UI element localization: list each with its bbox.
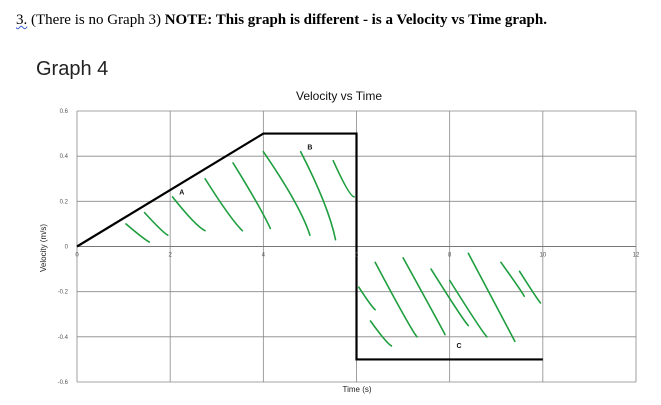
- x-tick-label: 10: [539, 253, 546, 259]
- chart-title: Velocity vs Time: [296, 89, 382, 103]
- shading-stroke: [299, 150, 337, 241]
- x-tick-label: 8: [448, 253, 452, 259]
- shading-stroke: [500, 261, 525, 297]
- y-axis-title: Velocity (m/s): [39, 224, 48, 272]
- question-note-bold: NOTE: This graph is different - is a Vel…: [164, 12, 547, 28]
- shading-stroke: [358, 286, 376, 311]
- y-tick-label: -0.2: [58, 290, 69, 296]
- shading-stroke: [262, 150, 311, 237]
- y-tick-label: -0.4: [58, 335, 69, 341]
- y-tick-label: 0.2: [60, 199, 69, 205]
- x-tick-label: 12: [633, 253, 640, 259]
- shading-stroke: [402, 256, 446, 336]
- shading-stroke: [518, 270, 542, 304]
- graph-heading: Graph 4: [36, 58, 109, 80]
- y-tick-label: 0.4: [60, 154, 69, 160]
- shading-stroke: [369, 320, 393, 347]
- shading-stroke: [232, 162, 272, 230]
- shading-stroke: [143, 211, 169, 237]
- area-label-a: A: [179, 190, 184, 197]
- question-note-plain: (There is no Graph 3): [27, 12, 165, 28]
- y-tick-label: -0.6: [58, 380, 69, 386]
- area-label-c: C: [456, 343, 461, 350]
- shading-stroke: [448, 279, 488, 338]
- chart-labels: 0.6 0.4 0.2 0 -0.2 -0.4 -0.6 0 2 4 6 8 10 12 A B C: [58, 109, 640, 386]
- area-label-b: B: [307, 144, 312, 151]
- x-tick-label: 4: [262, 253, 266, 259]
- shading-stroke: [204, 177, 244, 232]
- y-tick-label: 0: [65, 245, 69, 251]
- shading-stroke: [332, 159, 355, 198]
- x-tick-label: 6: [355, 253, 359, 259]
- x-tick-label: 0: [75, 253, 79, 259]
- shading-stroke: [430, 268, 470, 327]
- velocity-line: [76, 132, 543, 361]
- y-tick-label: 0.6: [60, 109, 69, 115]
- x-tick-label: 2: [168, 253, 172, 259]
- shading-stroke: [467, 252, 516, 343]
- shading-stroke: [171, 196, 206, 232]
- x-axis-title: Time (s): [342, 385, 371, 394]
- shading-stroke: [125, 223, 151, 243]
- question-text: 3. (There is no Graph 3) NOTE: This grap…: [16, 12, 547, 29]
- shading-stroke: [374, 261, 418, 338]
- area-shading: [125, 150, 542, 347]
- question-number: 3.: [16, 12, 28, 28]
